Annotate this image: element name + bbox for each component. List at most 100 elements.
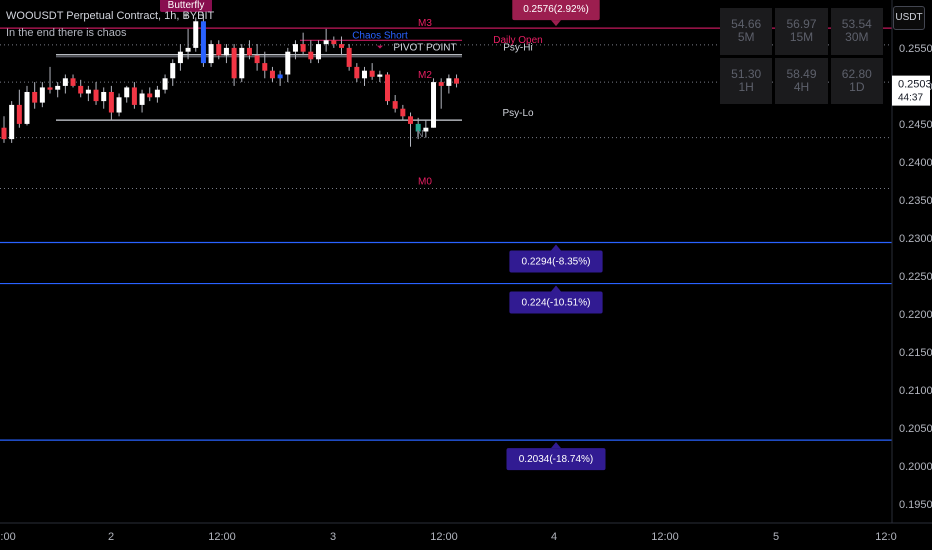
price-tag-bg — [509, 291, 603, 314]
rsi-value: 62.80 — [841, 66, 872, 81]
candle-body — [101, 91, 107, 102]
candle-body — [438, 82, 444, 86]
last-price-value: 0.2503 — [898, 79, 932, 91]
rsi-value: 51.30 — [731, 66, 762, 81]
last-price-bg — [892, 75, 930, 106]
candle-body — [369, 70, 375, 77]
rsi-cell-5m: 54.66 5M — [720, 8, 773, 55]
candle-body — [415, 123, 421, 132]
currency-units-button[interactable]: USDT — [893, 6, 925, 30]
price-tick-label: 0.2550 — [899, 43, 932, 55]
candle-body — [47, 87, 53, 90]
rsi-timeframe: 30M — [845, 30, 869, 45]
candle-body — [1, 127, 7, 140]
candle-body — [262, 63, 268, 71]
rsi-cell-1d: 62.80 1D — [830, 57, 883, 104]
rsi-cell-15m: 56.97 15M — [775, 8, 828, 55]
price-tick-label: 0.2200 — [899, 309, 932, 321]
candle-body — [292, 44, 298, 52]
label-psy-lo: Psy-Lo — [502, 108, 534, 119]
label-chaos-short: Chaos Short — [352, 30, 408, 41]
candle-body — [423, 127, 429, 132]
candle-body — [208, 44, 214, 64]
butterfly-tag-bg — [160, 0, 212, 12]
candle-body — [55, 85, 61, 90]
candle-body — [78, 85, 84, 94]
candle-body — [408, 116, 414, 124]
candle-body — [346, 47, 352, 67]
candle-body — [147, 93, 153, 98]
rsi-timeframe: 15M — [789, 30, 814, 45]
candle-body — [116, 97, 122, 113]
indicator-subtitle: In the end there is chaos — [6, 27, 127, 39]
label-pivot-point: PIVOT POINT — [393, 43, 456, 54]
candle-body — [377, 74, 383, 77]
candle-body — [400, 108, 406, 117]
candles-layer — [1, 13, 460, 147]
candle-body — [277, 74, 283, 79]
price-tag-label: 0.224(-10.51%) — [522, 298, 591, 309]
price-tick-label: 0.2300 — [899, 233, 932, 245]
price-tag-pointer — [551, 244, 561, 251]
candle-body — [361, 70, 367, 79]
price-tick-label: 0.2150 — [899, 347, 932, 359]
candle-body — [108, 91, 114, 113]
candle-body — [185, 47, 191, 52]
candle-body — [269, 70, 275, 79]
time-tick-label: 2:00 — [0, 531, 16, 543]
rsi-value: 53.54 — [841, 17, 872, 32]
price-tick-label: 0.2100 — [899, 385, 932, 397]
price-tag-pointer — [551, 20, 561, 27]
price-tag-label: 0.2576(2.92%) — [523, 4, 589, 15]
price-tag-bg — [512, 0, 600, 21]
rsi-timeframe: 5M — [737, 30, 755, 45]
candle-body — [139, 93, 145, 105]
price-axis: 0.25500.25000.24500.24000.23500.23000.22… — [891, 0, 932, 550]
label-m0: M0 — [418, 177, 432, 188]
candle-body — [385, 74, 390, 102]
candle-body — [32, 91, 38, 103]
candle-body — [231, 47, 237, 79]
butterfly-plus: + — [183, 11, 189, 22]
label-m3: M3 — [418, 18, 432, 29]
candle-body — [154, 89, 160, 98]
candle-body — [200, 21, 206, 64]
rsi-cell-1h: 51.30 1H — [720, 57, 773, 104]
chart-title: WOOUSDT Perpetual Contract, 1h, BYBIT — [6, 10, 215, 22]
candle-body — [239, 47, 245, 79]
candle-body — [193, 21, 199, 48]
candle-body — [9, 104, 15, 140]
label-n: N — [416, 129, 423, 140]
label-psy-hi: Psy-Hi — [503, 43, 532, 54]
candle-body — [170, 63, 176, 79]
rsi-value: 58.49 — [786, 66, 817, 81]
price-tick-label: 0.2050 — [899, 423, 932, 435]
rsi-cell-4h: 58.49 4H — [775, 57, 828, 104]
last-price-countdown: 44:37 — [898, 93, 923, 104]
candle-body — [300, 44, 306, 52]
label-butterfly: Butterfly — [168, 0, 205, 11]
candle-body — [16, 104, 22, 124]
candle-body — [124, 87, 130, 98]
candle-body — [285, 51, 291, 75]
time-tick-label: 12:00 — [651, 531, 679, 543]
candle-body — [454, 78, 460, 84]
rsi-timeframe: 1D — [849, 79, 865, 94]
time-axis: 2:00 2 12:00 3 12:00 4 12:00 5 12:0 — [0, 522, 932, 543]
time-tick-label: 12:00 — [430, 531, 458, 543]
candle-body — [39, 87, 45, 103]
labels-layer: M3 Daily Open Chaos Short PIVOT POINT Psy-Hi… — [160, 0, 543, 188]
price-tag-bg — [509, 250, 603, 273]
candle-body — [131, 87, 137, 105]
candle-body — [308, 51, 314, 60]
candle-body — [62, 78, 68, 86]
candle-body — [216, 44, 222, 56]
rsi-cell-30m: 53.54 30M — [830, 8, 883, 55]
candle-body — [331, 40, 337, 45]
candle-body — [354, 66, 360, 79]
rsi-value: 56.97 — [786, 17, 817, 32]
label-m2: M2 — [418, 70, 432, 81]
candle-body — [323, 40, 329, 45]
time-tick-label: 12:0 — [875, 531, 896, 543]
